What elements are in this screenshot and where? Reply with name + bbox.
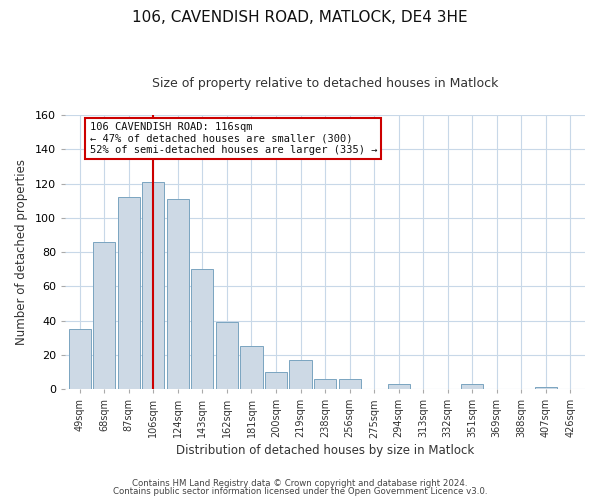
Y-axis label: Number of detached properties: Number of detached properties: [15, 159, 28, 345]
Bar: [118, 198, 140, 389]
Text: Contains public sector information licensed under the Open Government Licence v3: Contains public sector information licen…: [113, 487, 487, 496]
Bar: [338, 379, 361, 389]
Text: 106, CAVENDISH ROAD, MATLOCK, DE4 3HE: 106, CAVENDISH ROAD, MATLOCK, DE4 3HE: [132, 10, 468, 25]
Title: Size of property relative to detached houses in Matlock: Size of property relative to detached ho…: [152, 78, 498, 90]
Bar: [461, 384, 483, 389]
Bar: [216, 322, 238, 389]
Bar: [142, 182, 164, 389]
Bar: [289, 360, 311, 389]
Bar: [93, 242, 115, 389]
Text: 106 CAVENDISH ROAD: 116sqm
← 47% of detached houses are smaller (300)
52% of sem: 106 CAVENDISH ROAD: 116sqm ← 47% of deta…: [89, 122, 377, 156]
Bar: [167, 199, 189, 389]
Bar: [388, 384, 410, 389]
Bar: [314, 379, 336, 389]
Bar: [69, 329, 91, 389]
Bar: [191, 270, 214, 389]
Bar: [241, 346, 263, 389]
Bar: [265, 372, 287, 389]
Text: Contains HM Land Registry data © Crown copyright and database right 2024.: Contains HM Land Registry data © Crown c…: [132, 478, 468, 488]
Bar: [535, 388, 557, 389]
X-axis label: Distribution of detached houses by size in Matlock: Distribution of detached houses by size …: [176, 444, 474, 458]
